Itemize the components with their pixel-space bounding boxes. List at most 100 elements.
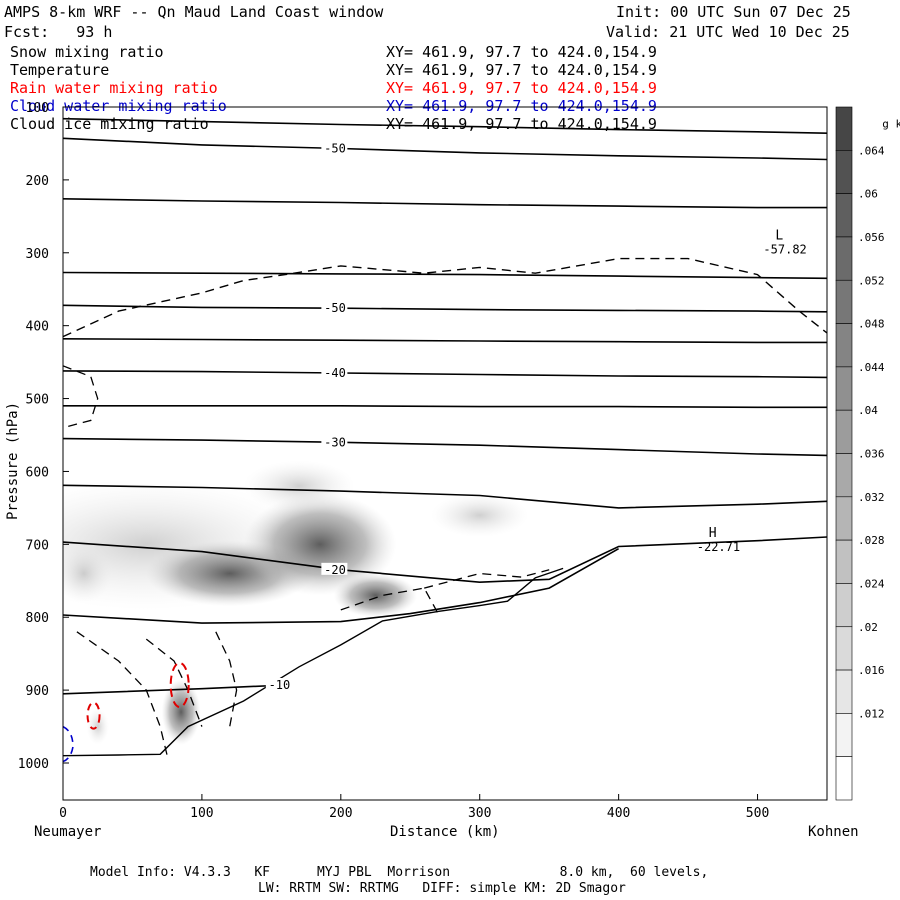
shading-blob-6 xyxy=(243,460,355,512)
y-tick-label-4: 500 xyxy=(26,393,49,408)
colorbar-unit: g kg-1 xyxy=(882,117,900,131)
left-endpoint-label: Neumayer xyxy=(34,824,102,840)
isotherm-2 xyxy=(63,198,827,209)
colorbar-tick-9: .028 xyxy=(858,534,885,547)
field-temperature-xy: XY= 461.9, 97.7 to 424.0,154.9 xyxy=(386,61,657,79)
isotherm-6 xyxy=(63,370,827,379)
extreme-label-1: H xyxy=(709,526,717,541)
colorbar-tick-6: .04 xyxy=(858,404,878,417)
y-axis: 100 200 300 400 500 600 700 800 900 1000 xyxy=(18,101,69,772)
terrain-surface xyxy=(63,567,564,757)
isotherm-1 xyxy=(63,137,827,161)
colorbar-bin-5 xyxy=(835,323,853,368)
colorbar-bin-7 xyxy=(835,409,853,454)
colorbar-bin-2 xyxy=(835,193,853,238)
y-tick-label-5: 600 xyxy=(26,465,49,480)
extreme-value-1: -22.71 xyxy=(697,540,740,554)
isotherm-5 xyxy=(63,338,827,344)
rain-water-contours xyxy=(63,662,190,763)
field-cloudwater-name: Cloud water mixing ratio xyxy=(10,97,227,115)
isotherm-label-1: -50 xyxy=(324,142,346,156)
dashed-contour-5 xyxy=(424,569,550,589)
rain-contour-1 xyxy=(86,701,101,730)
x-tick-label-4: 400 xyxy=(607,806,630,821)
isotherm-9 xyxy=(63,484,827,509)
colorbar-bin-11 xyxy=(835,583,853,628)
colorbar-bin-12 xyxy=(835,626,853,671)
shading-blob-7 xyxy=(431,493,529,538)
colorbar-bin-8 xyxy=(835,453,853,498)
isotherm-label-6: -40 xyxy=(324,366,346,380)
isotherm-0 xyxy=(63,117,827,134)
snow-dashed-contour xyxy=(63,257,827,338)
colorbar-tick-7: .036 xyxy=(858,448,885,461)
colorbar-bin-4 xyxy=(835,279,853,324)
colorbar-bin-15 xyxy=(835,756,853,801)
footer-physics-info: LW: RRTM SW: RRTMG DIFF: simple KM: 2D S… xyxy=(258,881,626,896)
field-rain-xy: XY= 461.9, 97.7 to 424.0,154.9 xyxy=(386,79,657,97)
x-axis-label: Distance (km) xyxy=(390,824,500,840)
colorbar-bin-9 xyxy=(835,496,853,541)
isotherm-12 xyxy=(63,684,286,695)
dashed-contour-4 xyxy=(340,587,439,614)
extreme-label-0: L xyxy=(775,229,783,244)
isotherm-label-4: -50 xyxy=(324,301,346,315)
y-tick-label-3: 400 xyxy=(26,320,49,335)
temperature-contours xyxy=(63,117,827,695)
colorbar-tick-12: .016 xyxy=(858,664,885,677)
field-temperature-name: Temperature xyxy=(10,61,110,79)
shading-blob-2 xyxy=(243,493,397,596)
y-tick-label-2: 300 xyxy=(26,247,49,262)
y-tick-label-7: 800 xyxy=(26,611,49,626)
y-tick-label-1: 200 xyxy=(26,174,49,189)
x-tick-label-1: 100 xyxy=(190,806,213,821)
shading-blob-8 xyxy=(63,544,112,603)
shading-blob-5 xyxy=(86,708,109,745)
colorbar-tick-10: .024 xyxy=(858,577,885,590)
colorbar-bin-1 xyxy=(835,150,853,194)
isotherm-8 xyxy=(63,437,827,457)
y-axis-label: Pressure (hPa) xyxy=(5,401,21,520)
colorbar-tick-1: .06 xyxy=(858,188,878,201)
y-tick-label-8: 900 xyxy=(26,684,49,699)
colorbar-tick-13: .012 xyxy=(858,707,885,720)
x-tick-label-3: 300 xyxy=(468,806,491,821)
dashed-contour-1 xyxy=(76,631,168,756)
isotherm-7 xyxy=(63,405,827,409)
colorbar-bin-14 xyxy=(835,713,853,757)
isotherm-4 xyxy=(63,304,827,313)
cloud-ice-contours xyxy=(63,257,827,756)
colorbar-bin-13 xyxy=(835,669,853,714)
isotherm-11 xyxy=(63,548,619,624)
field-snow-name: Snow mixing ratio xyxy=(10,43,164,61)
cloud-water-contour xyxy=(63,725,74,763)
snow-mixing-shading xyxy=(63,460,529,745)
colorbar-bin-10 xyxy=(835,539,853,584)
colorbar-tick-2: .056 xyxy=(858,231,885,244)
isotherm-label-8: -30 xyxy=(324,435,346,449)
colorbar-tick-4: .048 xyxy=(858,318,885,331)
isotherm-label-10: -20 xyxy=(324,563,346,577)
x-axis: 0 100 200 300 400 500 xyxy=(59,794,769,821)
dashed-contour-2 xyxy=(145,638,203,727)
colorbar: .064 .06 .056 .052 .048 .044 .04 .036 .032 .028 .0… xyxy=(835,106,885,801)
isotherm-label-12: -10 xyxy=(269,678,291,692)
isotherm-3 xyxy=(63,271,827,280)
valid-time: Valid: 21 UTC Wed 10 Dec 25 xyxy=(606,23,850,41)
contour-labels: -50 -50 -40 -30 -20 -10 L-57.82 H-22.71 xyxy=(265,141,807,692)
right-endpoint-label: Kohnen xyxy=(808,824,859,840)
colorbar-tick-5: .044 xyxy=(858,361,885,374)
footer-model-info: Model Info: V4.3.3 KF MYJ PBL Morrison 8… xyxy=(90,865,709,880)
colorbar-tick-11: .02 xyxy=(858,621,878,634)
x-tick-label-2: 200 xyxy=(329,806,352,821)
dashed-contour-0 xyxy=(63,365,99,429)
plot-frame xyxy=(62,106,828,801)
x-tick-label-5: 500 xyxy=(746,806,769,821)
terrain-line xyxy=(63,567,564,757)
field-snow-xy: XY= 461.9, 97.7 to 424.0,154.9 xyxy=(386,43,657,61)
x-tick-label-0: 0 xyxy=(59,806,67,821)
extreme-value-0: -57.82 xyxy=(763,243,806,257)
dashed-contour-3 xyxy=(215,631,238,727)
colorbar-bin-0 xyxy=(835,106,853,151)
